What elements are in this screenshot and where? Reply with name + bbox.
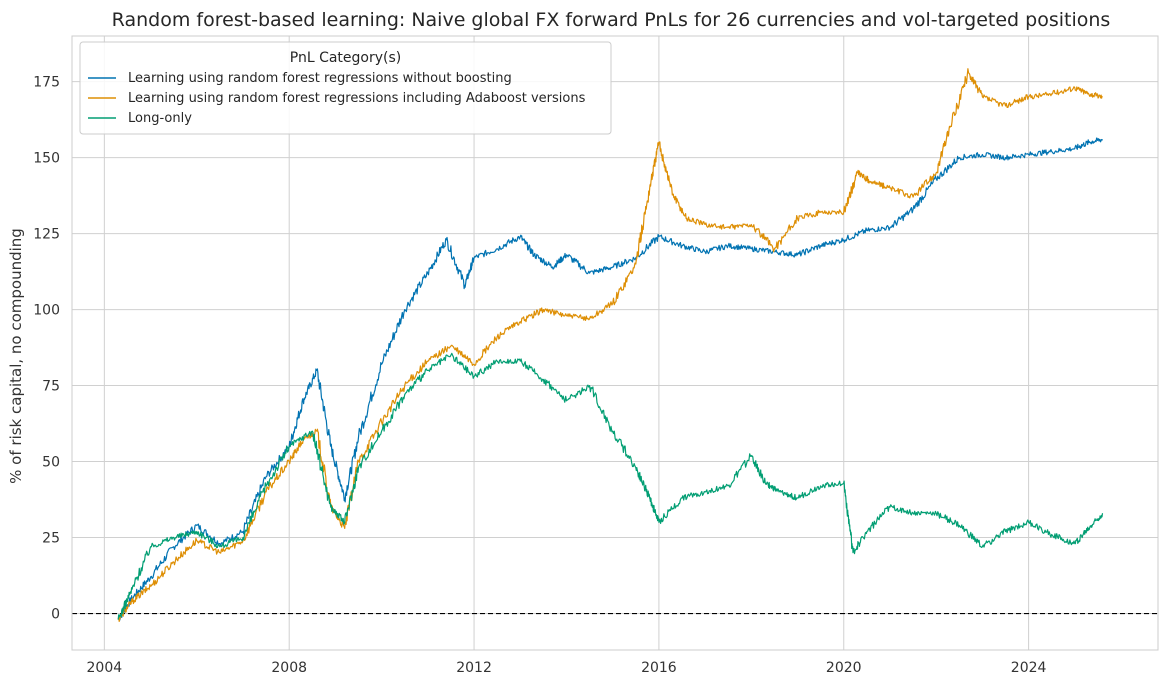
x-tick-label: 2020 (826, 660, 862, 676)
series-line-3 (117, 352, 1104, 620)
x-tick-label: 2016 (641, 660, 677, 676)
y-tick-label: 0 (51, 607, 60, 623)
y-tick-label: 50 (42, 455, 60, 471)
legend-label: Long-only (128, 111, 192, 126)
legend-items: Learning using random forest regressions… (88, 71, 586, 126)
x-tick-label: 2008 (271, 660, 307, 676)
series-line-2 (117, 68, 1103, 623)
legend-label: Learning using random forest regressions… (128, 71, 512, 86)
y-tick-label: 150 (33, 151, 60, 167)
y-tick-label: 25 (42, 531, 60, 547)
x-tick-label: 2004 (87, 660, 123, 676)
y-axis-ticks: 0 25 50 75 100 125 150 175 (33, 75, 60, 623)
legend: PnL Category(s) Learning using random fo… (79, 41, 612, 135)
x-tick-label: 2024 (1011, 660, 1047, 676)
legend-title: PnL Category(s) (290, 50, 402, 66)
plot-area (71, 35, 1159, 651)
y-tick-label: 175 (33, 75, 60, 91)
y-tick-label: 125 (33, 227, 60, 243)
y-tick-label: 75 (42, 379, 60, 395)
legend-box (79, 41, 612, 135)
x-tick-label: 2012 (456, 660, 492, 676)
gridlines (72, 36, 1158, 650)
plot-frame (71, 35, 1159, 651)
series-layer (117, 68, 1104, 623)
legend-label: Learning using random forest regressions… (128, 91, 586, 106)
x-axis-ticks: 2004 2008 2012 2016 2020 2024 (87, 660, 1047, 676)
chart-title: Random forest-based learning: Naive glob… (112, 9, 1111, 31)
y-tick-label: 100 (33, 303, 60, 319)
y-axis-label: % of risk capital, no compounding (7, 228, 25, 484)
plot-background (72, 36, 1158, 650)
